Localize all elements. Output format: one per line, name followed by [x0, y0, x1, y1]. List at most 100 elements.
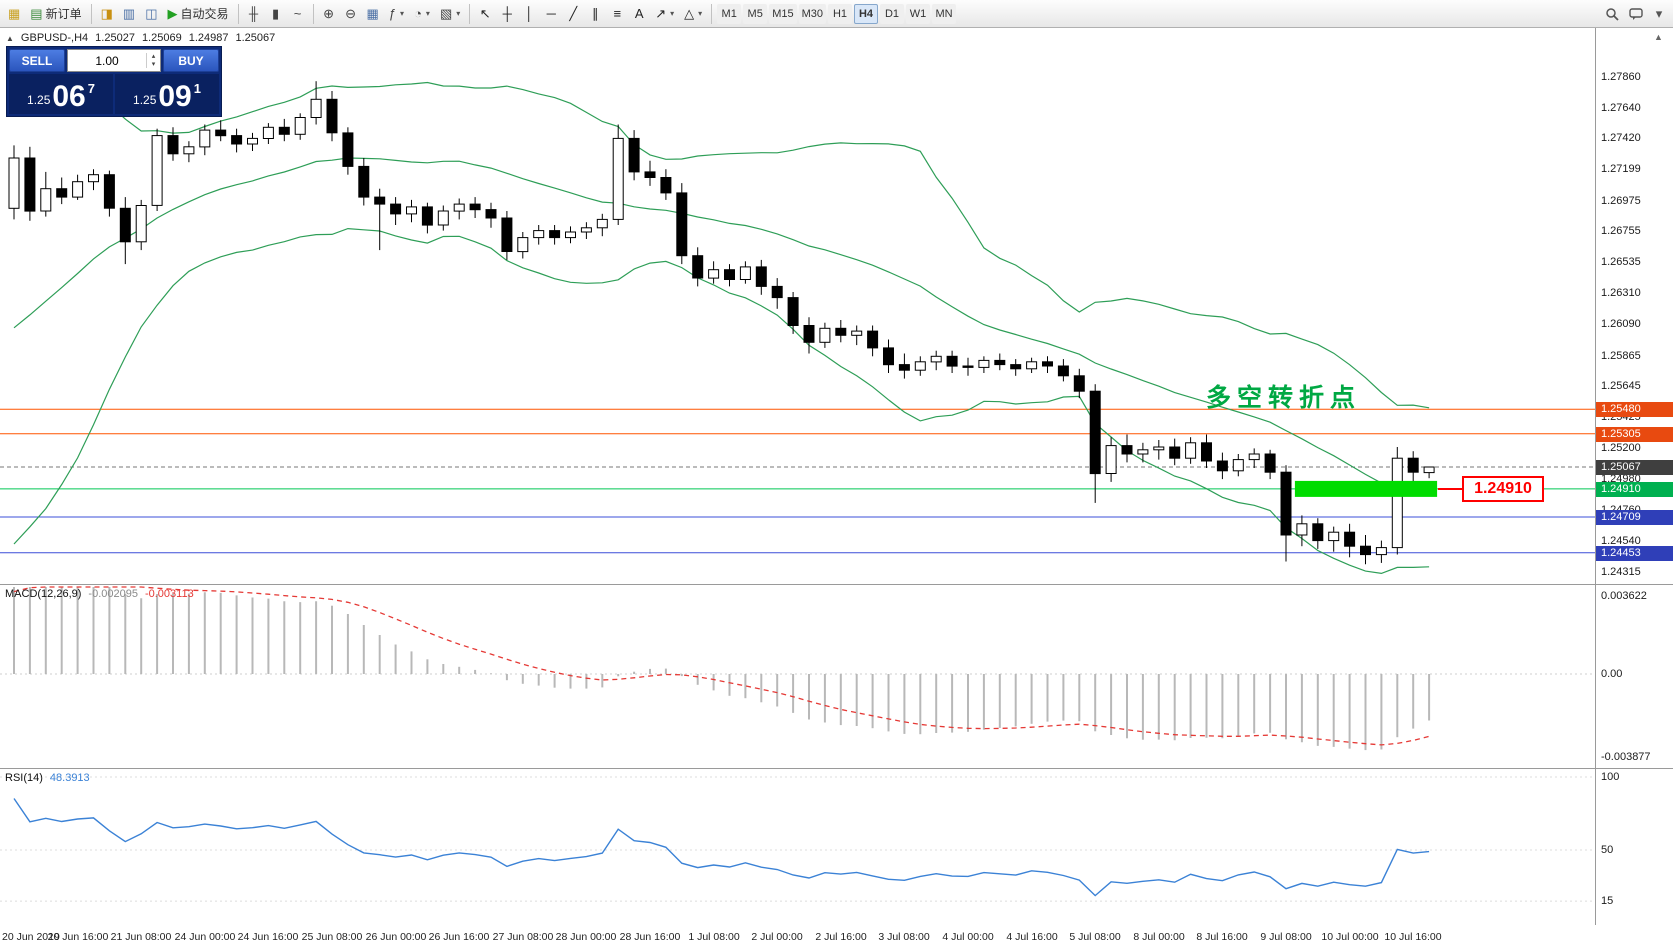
autotrading-button: ▶ [167, 6, 178, 21]
pane-separator[interactable] [0, 584, 1673, 585]
volume-value[interactable]: 1.00 [95, 53, 119, 68]
time-tick: 10 Jul 16:00 [1384, 931, 1442, 943]
market-watch-icon-button[interactable]: ◨ [97, 3, 117, 25]
search-icon[interactable] [1601, 3, 1623, 25]
navigator-icon-button[interactable]: ◫ [141, 3, 161, 25]
toolbar-separator [312, 3, 314, 24]
time-tick: 21 Jun 08:00 [110, 931, 172, 943]
timeframe-mn-button[interactable]: MN [932, 3, 956, 24]
fibonacci-icon-button[interactable]: ≡ [607, 3, 627, 25]
price-tick: 1.27640 [1601, 102, 1641, 114]
chevron-down-icon: ▾ [670, 9, 675, 18]
price-tick: 1.26090 [1601, 318, 1641, 330]
turning-point-annotation[interactable]: 多空转折点 [1206, 384, 1362, 412]
one-click-trading-panel: SELL 1.00 ▴ ▾ BUY 1.25 06 7 1.25 09 1 [6, 46, 222, 117]
time-tick: 5 Jul 08:00 [1069, 931, 1121, 943]
price-scale[interactable]: ▲ 1.27860 1.27640 1.27420 1.27199 1.26975 1.26… [1595, 28, 1673, 925]
toolbar-overflow-icon[interactable]: ▾ [1649, 3, 1669, 25]
shapes-icon: △ [684, 6, 695, 21]
timeframe-h4-button[interactable]: H4 [854, 3, 878, 24]
bollinger-middle-line [13, 157, 1430, 488]
sell-button[interactable]: SELL [9, 49, 65, 72]
horizontal-line-icon-button[interactable]: ─ [541, 3, 561, 25]
timeframe-m5-button[interactable]: M5 [743, 3, 768, 24]
price-tick: 1.24540 [1601, 535, 1641, 547]
buy-price-big: 09 [158, 80, 192, 113]
vertical-line-icon: │ [525, 6, 534, 21]
timeframe-m30-button[interactable]: M30 [798, 3, 826, 24]
zoom-out-icon-button[interactable]: ⊖ [341, 3, 361, 25]
scale-arrow-icon[interactable]: ▲ [1654, 32, 1663, 42]
data-window-icon-button[interactable]: ▥ [119, 3, 139, 25]
bar-chart-icon-button[interactable]: ╫ [244, 3, 264, 25]
ohlc-open: 1.25027 [95, 32, 135, 44]
rsi-tick: 50 [1601, 844, 1614, 856]
time-tick: 20 Jun 2019 [2, 931, 60, 943]
data-window-icon: ▥ [122, 6, 136, 21]
buy-button[interactable]: BUY [163, 49, 219, 72]
volume-spinner[interactable]: ▴ ▾ [146, 52, 160, 69]
arrow-icon-button[interactable]: ↗ ▾ [651, 3, 678, 25]
cursor-icon-button[interactable]: ↖ [475, 3, 495, 25]
indicators-icon-button[interactable]: ƒ ▾ [385, 3, 408, 25]
rsi-tick: 15 [1601, 895, 1614, 907]
volume-up-icon[interactable]: ▴ [151, 52, 156, 60]
volume-stepper[interactable]: 1.00 ▴ ▾ [67, 49, 161, 72]
highlight-rectangle-object[interactable] [1294, 480, 1438, 497]
vertical-line-icon-button[interactable]: │ [519, 3, 539, 25]
rsi-value: 48.3913 [49, 772, 90, 784]
chat-icon[interactable] [1625, 3, 1647, 25]
periods-icon-button[interactable]: ◔ ▾ [410, 3, 434, 25]
buy-price-prefix: 1.25 [133, 93, 157, 107]
time-axis[interactable]: 20 Jun 2019 20 Jun 16:00 21 Jun 08:00 24 Ju… [0, 925, 1673, 948]
timeframe-m15-button[interactable]: M15 [769, 3, 797, 24]
new-order-button[interactable]: ▤ 新订单 [26, 3, 85, 25]
chart-area: ▲ 1.27860 1.27640 1.27420 1.27199 1.26975 1.26… [0, 28, 1673, 948]
channel-icon-button[interactable]: ∥ [585, 3, 605, 25]
macd-tick: 0.003622 [1601, 590, 1647, 602]
timeframe-d1-button[interactable]: D1 [880, 3, 904, 24]
macd-name: MACD(12,26,9) [5, 588, 82, 600]
trendline-icon-button[interactable]: ╱ [563, 3, 583, 25]
candles-series [8, 81, 1435, 565]
zoom-in-icon-button[interactable]: ⊕ [319, 3, 339, 25]
chevron-down-icon: ▾ [456, 9, 461, 18]
macd-signal-value: -0.003113 [144, 588, 194, 600]
fibonacci-icon: ≡ [613, 6, 622, 21]
buy-price-sup: 1 [193, 81, 201, 96]
rsi-line [13, 798, 1430, 897]
sell-price-display[interactable]: 1.25 06 7 [9, 74, 113, 114]
timeframe-w1-button[interactable]: W1 [906, 3, 930, 24]
line-chart-icon-button[interactable]: ~ [288, 3, 308, 25]
zoom-out-icon: ⊖ [345, 6, 356, 21]
one-click-toggle-icon[interactable]: ▲ [6, 33, 14, 43]
tile-windows-icon-button[interactable]: ▦ [363, 3, 383, 25]
time-tick: 3 Jul 08:00 [878, 931, 930, 943]
timeframe-m1-button[interactable]: M1 [717, 3, 742, 24]
price-label-object[interactable]: 1.24910 [1462, 476, 1544, 502]
line-chart-icon: ~ [293, 6, 302, 21]
time-tick: 20 Jun 16:00 [47, 931, 109, 943]
chevron-down-icon: ▾ [425, 9, 430, 18]
templates-icon-button[interactable]: ▧ ▾ [436, 3, 464, 25]
volume-down-icon[interactable]: ▾ [151, 60, 156, 68]
periods-icon: ◔ [414, 6, 422, 21]
pane-separator[interactable] [0, 768, 1673, 769]
sell-price-sup: 7 [87, 81, 95, 96]
app-icon-button: ▦ [4, 3, 24, 25]
buy-price-display[interactable]: 1.25 09 1 [115, 74, 219, 114]
text-icon-button[interactable]: A [629, 3, 649, 25]
price-tick: 1.27199 [1601, 163, 1641, 175]
timeframe-h1-button[interactable]: H1 [828, 3, 852, 24]
rsi-name: RSI(14) [5, 772, 43, 784]
price-chart[interactable] [0, 28, 1595, 925]
text-icon: A [634, 6, 644, 21]
price-tick: 1.27860 [1601, 71, 1641, 83]
shapes-icon-button[interactable]: △ ▾ [680, 3, 706, 25]
autotrading-button[interactable]: ▶ 自动交易 [164, 3, 233, 25]
price-tick: 1.25645 [1601, 380, 1641, 392]
toolbar: ▦ ▤ 新订单 ◨ ▥ ◫ ▶ 自动交易 ╫ ▮ ~ ⊕ ⊖ ▦ ƒ ▾ ◔ ▾ ▧ ▾ ↖ ┼ │ ─ ╱ ∥ ≡ A ↗ ▾ △ ▾ M1 M… [0, 0, 1673, 28]
crosshair-icon-button[interactable]: ┼ [497, 3, 517, 25]
candlestick-chart-icon-button[interactable]: ▮ [266, 3, 286, 25]
time-tick: 24 Jun 00:00 [174, 931, 236, 943]
